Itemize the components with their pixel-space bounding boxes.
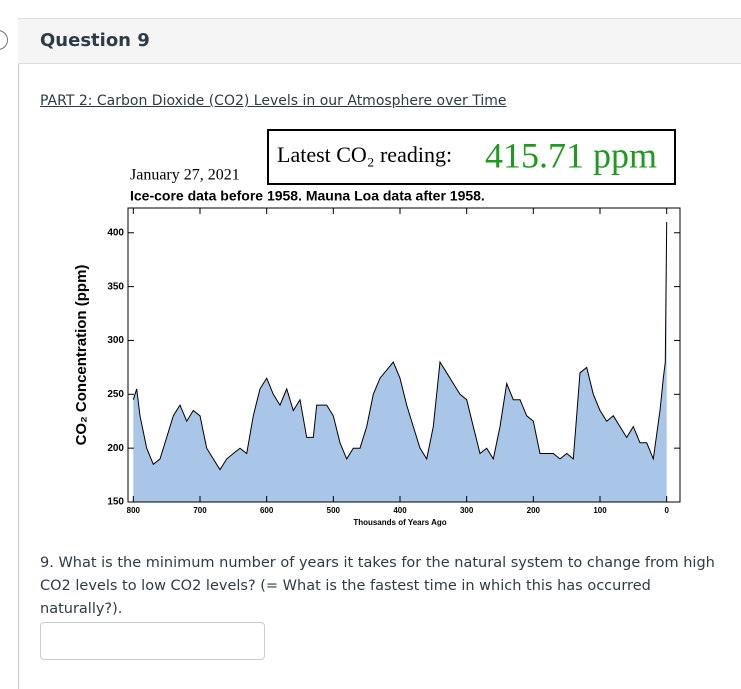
y-tick-label: 400: [107, 227, 124, 238]
x-tick-label: 600: [260, 506, 274, 515]
x-tick-label: 400: [393, 506, 407, 515]
x-tick-label: 800: [127, 506, 141, 515]
y-tick-label: 150: [107, 497, 124, 508]
question-title: Question 9: [40, 30, 150, 51]
chart-date: January 27, 2021: [130, 167, 240, 184]
x-tick-label: 200: [527, 506, 541, 515]
x-tick-label: 0: [664, 506, 669, 515]
y-tick-label: 350: [107, 281, 124, 292]
x-tick-label: 100: [593, 506, 607, 515]
y-axis-title: CO₂ Concentration (ppm): [73, 265, 90, 446]
latest-box: [267, 129, 676, 185]
left-border: [18, 18, 19, 689]
y-tick-label: 300: [107, 335, 124, 346]
question-text: 9. What is the minimum number of years i…: [40, 555, 715, 617]
latest-label: Latest CO₂ reading:: [277, 142, 452, 167]
x-tick-label: 700: [193, 506, 207, 515]
y-tick-label: 200: [107, 443, 124, 454]
area-line: [132, 221, 668, 471]
x-tick-label: 300: [460, 506, 474, 515]
area-fill: [133, 222, 667, 502]
answer-input[interactable]: [40, 622, 265, 660]
plot-frame: [127, 207, 681, 503]
x-tick-label: 500: [327, 506, 341, 515]
part-link[interactable]: PART 2: Carbon Dioxide (CO2) Levels in o…: [40, 93, 507, 109]
x-axis-title: Thousands of Years Ago: [353, 518, 446, 527]
y-tick-label: 250: [107, 389, 124, 400]
chart-subtitle: Ice-core data before 1958. Mauna Loa dat…: [130, 188, 485, 204]
latest-value: 415.71 ppm: [485, 135, 657, 175]
question-header: Question 9: [18, 18, 741, 64]
